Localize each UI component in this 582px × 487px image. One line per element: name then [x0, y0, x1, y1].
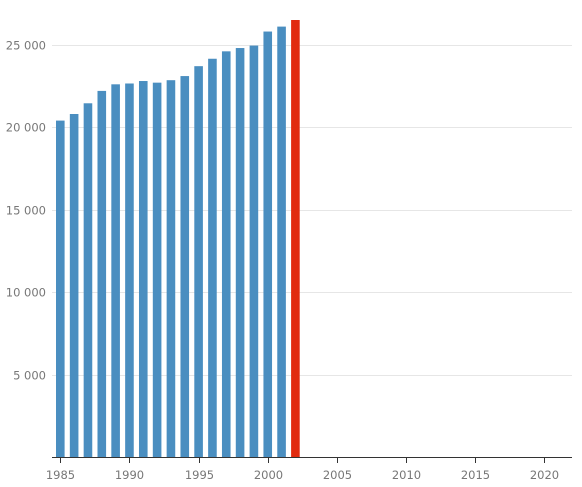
y-tick-label: 15 000: [6, 204, 46, 218]
x-axis-tick-labels: 1985 1990 1995 2000 2005 2010 2015 2020: [46, 468, 559, 482]
x-tick-label: 2000: [254, 468, 283, 482]
x-tick-label: 1990: [115, 468, 144, 482]
x-tick-label: 2015: [461, 468, 490, 482]
grid-lines: [52, 45, 572, 376]
y-tick-label: 20 000: [6, 121, 46, 135]
bar: [111, 84, 120, 457]
x-axis: [52, 457, 572, 463]
x-tick-label: 2005: [323, 468, 352, 482]
bar: [138, 81, 148, 458]
bar-series: [56, 20, 300, 458]
bar: [152, 82, 162, 457]
bar: [97, 90, 107, 457]
bar: [194, 66, 203, 458]
bar: [249, 45, 259, 458]
bar: [208, 58, 217, 457]
bar: [166, 80, 176, 457]
bar: [221, 51, 231, 457]
x-tick-label: 1985: [46, 468, 75, 482]
bar: [125, 83, 134, 458]
y-tick-label: 5 000: [13, 369, 46, 383]
bar: [235, 48, 245, 457]
y-axis-tick-labels: 5 000 10 000 15 000 20 000 25 000: [6, 39, 46, 383]
bar: [56, 120, 65, 457]
bar: [180, 76, 190, 457]
x-tick-label: 1995: [185, 468, 214, 482]
bar: [263, 31, 273, 457]
bar: [83, 103, 93, 457]
highlighted-bar: [291, 20, 300, 457]
y-tick-label: 10 000: [6, 286, 46, 300]
y-tick-label: 25 000: [6, 39, 46, 53]
bar: [277, 26, 286, 457]
x-tick-label: 2020: [530, 468, 559, 482]
bar: [69, 114, 79, 457]
x-tick-label: 2010: [392, 468, 421, 482]
